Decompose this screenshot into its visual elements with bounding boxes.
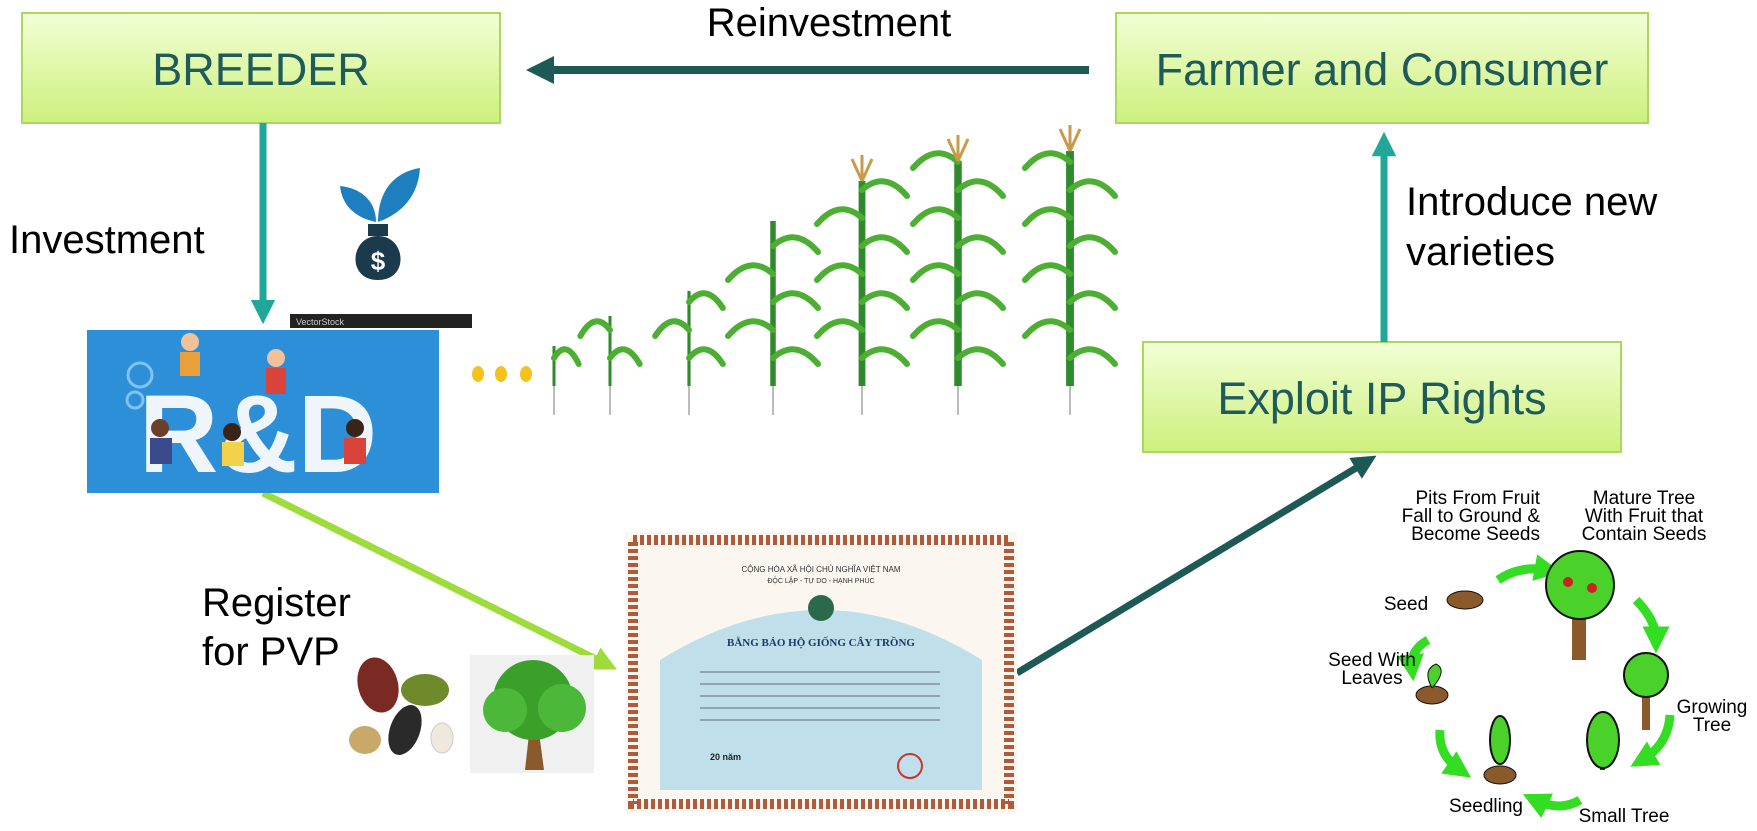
corn-leaf [580,321,610,336]
corn-leaf [913,265,958,280]
corn-leaf [958,181,1003,196]
corn-leaf [1070,237,1115,252]
corn-leaf [958,237,1003,252]
corn-leaf [1025,265,1070,280]
rd-text: R&D [139,373,377,496]
lifecycle-label: Leaves [1341,668,1402,689]
certificate-image: CỘNG HÒA XÃ HỘI CHỦ NGHĨA VIỆT NAM ĐỘC L… [625,532,1017,812]
corn-leaf [913,321,958,336]
corn-leaf [554,349,579,364]
farmer-label: Farmer and Consumer [1156,44,1609,95]
corn-leaf [1070,349,1115,364]
corn-leaf [689,293,723,308]
tree-image [470,655,594,773]
cert-motto: ĐỘC LẬP - TỰ DO - HẠNH PHÚC [767,576,874,585]
corn-leaf [1070,181,1115,196]
corn-leaf [728,321,773,336]
corn-seed [472,366,484,382]
money-bag-icon: $ [340,168,420,280]
corn-leaf [862,181,907,196]
corn-tassel [1060,125,1080,151]
corn-leaf [862,349,907,364]
cert-title: BẰNG BẢO HỘ GIỐNG CÂY TRỒNG [727,636,915,649]
introduce-label: Introduce new [1406,180,1657,224]
seeds-image [349,653,453,760]
stock-text: VectorStock [296,317,345,327]
corn-leaf [913,153,958,168]
cert-header: CỘNG HÒA XÃ HỘI CHỦ NGHĨA VIỆT NAM [742,565,901,574]
investment-label: Investment [9,218,205,262]
lifecycle-label: Become Seeds [1411,524,1540,545]
register-label: for PVP [202,630,340,674]
corn-leaf [913,209,958,224]
register-label: Register [202,581,351,625]
corn-leaf [773,237,818,252]
rd-image: R&D [87,330,439,496]
svg-text:$: $ [371,246,386,276]
introduce-label: varieties [1406,230,1555,274]
corn-leaf [610,349,640,364]
reinvestment-label: Reinvestment [707,1,952,45]
page: BREEDER Farmer and Consumer Exploit IP R… [0,0,1757,831]
corn-leaf [817,265,862,280]
corn-growth-image [472,125,1115,415]
corn-tassel [852,155,872,181]
lifecycle-label: Seed [1384,594,1428,615]
corn-leaf [1025,209,1070,224]
corn-leaf [1070,293,1115,308]
corn-seed [495,366,507,382]
corn-leaf [655,321,689,336]
lifecycle-label: Contain Seeds [1582,524,1707,545]
corn-leaf [862,237,907,252]
lifecycle-label: Tree [1693,715,1731,736]
breeder-label: BREEDER [152,44,370,95]
corn-leaf [958,349,1003,364]
cert-term: 20 năm [710,752,741,762]
corn-leaf [728,265,773,280]
exploit-arrow [1017,462,1366,673]
diagram: BREEDER Farmer and Consumer Exploit IP R… [0,0,1757,831]
lifecycle-label: Small Tree [1579,806,1670,827]
corn-leaf [773,293,818,308]
corn-leaf [689,349,723,364]
corn-leaf [817,209,862,224]
exploit-label: Exploit IP Rights [1217,373,1546,424]
corn-seed [520,366,532,382]
lifecycle-label: Seedling [1449,796,1523,817]
corn-leaf [773,349,818,364]
corn-leaf [862,293,907,308]
corn-leaf [958,293,1003,308]
corn-leaf [1025,321,1070,336]
corn-leaf [1025,153,1070,168]
corn-leaf [817,321,862,336]
